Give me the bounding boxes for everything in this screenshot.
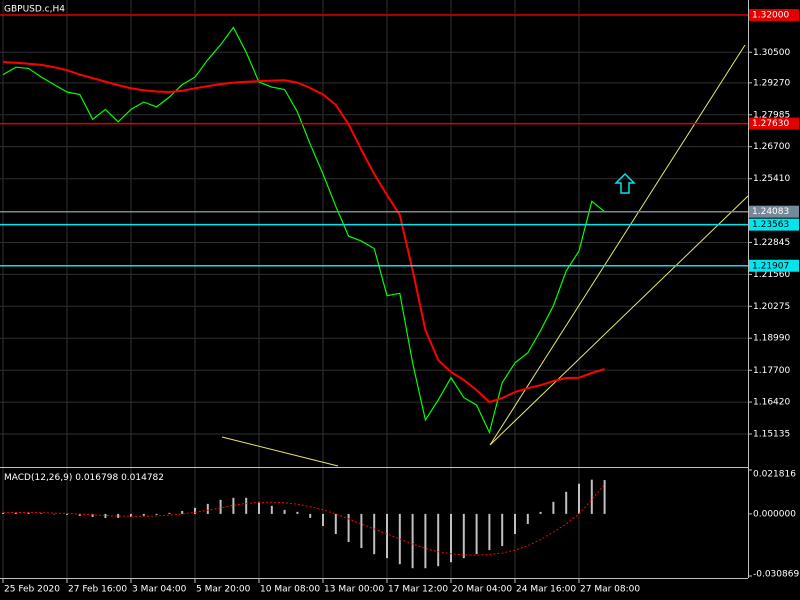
histogram-bar <box>373 513 376 555</box>
histogram-bar <box>603 480 606 514</box>
histogram-bar <box>66 513 68 515</box>
level-label: 1.27630 <box>752 119 789 129</box>
histogram-bar <box>27 512 30 514</box>
histogram-bar <box>181 510 184 514</box>
indicator-value: 0.014782 <box>121 473 164 483</box>
y-tick-label: 1.18990 <box>753 334 790 344</box>
histogram-bar <box>91 513 94 517</box>
x-tick-label: 3 Mar 04:00 <box>132 585 187 595</box>
x-tick-label: 27 Mar 08:00 <box>580 585 640 595</box>
level-label-box <box>749 218 799 231</box>
histogram-bar <box>360 513 363 549</box>
price-line <box>2 26 605 435</box>
histogram-bar <box>322 513 324 526</box>
trend-line <box>489 44 746 446</box>
histogram-bar <box>526 513 529 524</box>
x-tick-label: 5 Mar 20:00 <box>196 585 251 595</box>
histogram-bar <box>232 497 235 514</box>
y-tick-label: 1.20275 <box>753 302 790 312</box>
histogram-bar <box>258 501 260 514</box>
histogram-bar <box>14 512 17 514</box>
level-label: 1.23563 <box>752 220 789 230</box>
level-label-box <box>749 117 799 130</box>
histogram-bar <box>437 513 440 567</box>
y-tick-label: 1.30500 <box>753 48 790 58</box>
y-tick-label: 1.29270 <box>753 78 790 88</box>
y-tick-label: 1.16420 <box>753 398 790 408</box>
x-tick-label: 10 Mar 08:00 <box>260 585 320 595</box>
histogram-bar <box>514 513 516 535</box>
histogram-bar <box>2 512 4 514</box>
histogram-bar <box>142 513 145 516</box>
y-tick-label: 1.27985 <box>753 110 790 120</box>
level-label-box <box>749 259 799 272</box>
level-label-box <box>749 205 799 218</box>
x-tick-label: 20 Mar 04:00 <box>452 585 512 595</box>
histogram-bar <box>53 513 56 515</box>
grid <box>0 0 748 578</box>
level-label: 1.21907 <box>752 261 789 271</box>
histogram-bar <box>488 513 491 551</box>
x-tick-label: 27 Feb 16:00 <box>68 585 127 595</box>
histogram-bar <box>296 511 299 514</box>
histogram-bar <box>424 513 427 569</box>
y-tick-label: -0.030869 <box>753 570 799 580</box>
histogram-bar <box>347 513 350 543</box>
histogram-bar <box>539 511 542 514</box>
trend-line <box>489 195 749 446</box>
histogram-bar <box>168 512 171 514</box>
y-tick-label: 1.22845 <box>753 238 790 248</box>
histogram-bar <box>462 513 465 559</box>
histogram-bar <box>283 509 286 514</box>
y-tick-label: 1.25410 <box>753 174 790 184</box>
y-tick-label: 1.17700 <box>753 366 790 376</box>
histogram-bar <box>475 513 478 555</box>
histogram-bar <box>155 513 158 515</box>
indicator-title: MACD(12,26,9) 0.016798 0.014782 <box>4 473 164 483</box>
histogram-bar <box>334 513 337 535</box>
y-tick-label: 1.26700 <box>753 142 790 152</box>
y-tick-label: 0.021816 <box>753 470 796 480</box>
histogram-bar <box>398 513 401 565</box>
y-tick-label: 1.21560 <box>753 270 790 280</box>
indicator-name: MACD(12,26,9) <box>4 473 72 483</box>
histogram-bar <box>219 499 222 514</box>
level-label-box <box>749 9 799 22</box>
histogram-bar <box>552 501 555 514</box>
y-tick-label: 1.15135 <box>753 429 790 439</box>
histogram-bar <box>450 513 452 563</box>
histogram-bar <box>590 479 593 514</box>
x-tick-label: 25 Feb 2020 <box>4 585 60 595</box>
histogram-bar <box>206 503 209 514</box>
x-tick-label: 24 Mar 16:00 <box>516 585 576 595</box>
trend-line <box>221 436 339 467</box>
histogram-bar <box>501 513 504 547</box>
y-tick-label: 0.000000 <box>753 509 796 519</box>
signal-line <box>2 483 605 556</box>
histogram-bar <box>104 513 107 518</box>
x-tick-label: 13 Mar 00:00 <box>324 585 384 595</box>
histogram-bar <box>578 483 580 514</box>
level-label: 1.32000 <box>752 11 789 21</box>
histogram-bar <box>309 513 312 518</box>
histogram-bar <box>270 505 273 514</box>
histogram-bar <box>40 513 43 514</box>
x-tick-label: 17 Mar 12:00 <box>388 585 448 595</box>
indicator-value: 0.016798 <box>75 473 118 483</box>
moving-average-line <box>2 61 605 404</box>
arrow-up-icon <box>614 172 636 194</box>
chart-title: GBPUSD.c,H4 <box>4 5 65 15</box>
histogram-bar <box>245 497 248 514</box>
histogram-bar <box>194 507 196 514</box>
histogram-bar <box>130 513 132 517</box>
histogram-bar <box>411 513 414 569</box>
histogram-bar <box>386 513 388 559</box>
histogram-bar <box>78 513 81 516</box>
histogram-bar <box>117 513 120 518</box>
histogram-bar <box>565 491 568 514</box>
level-label: 1.24083 <box>752 207 789 217</box>
